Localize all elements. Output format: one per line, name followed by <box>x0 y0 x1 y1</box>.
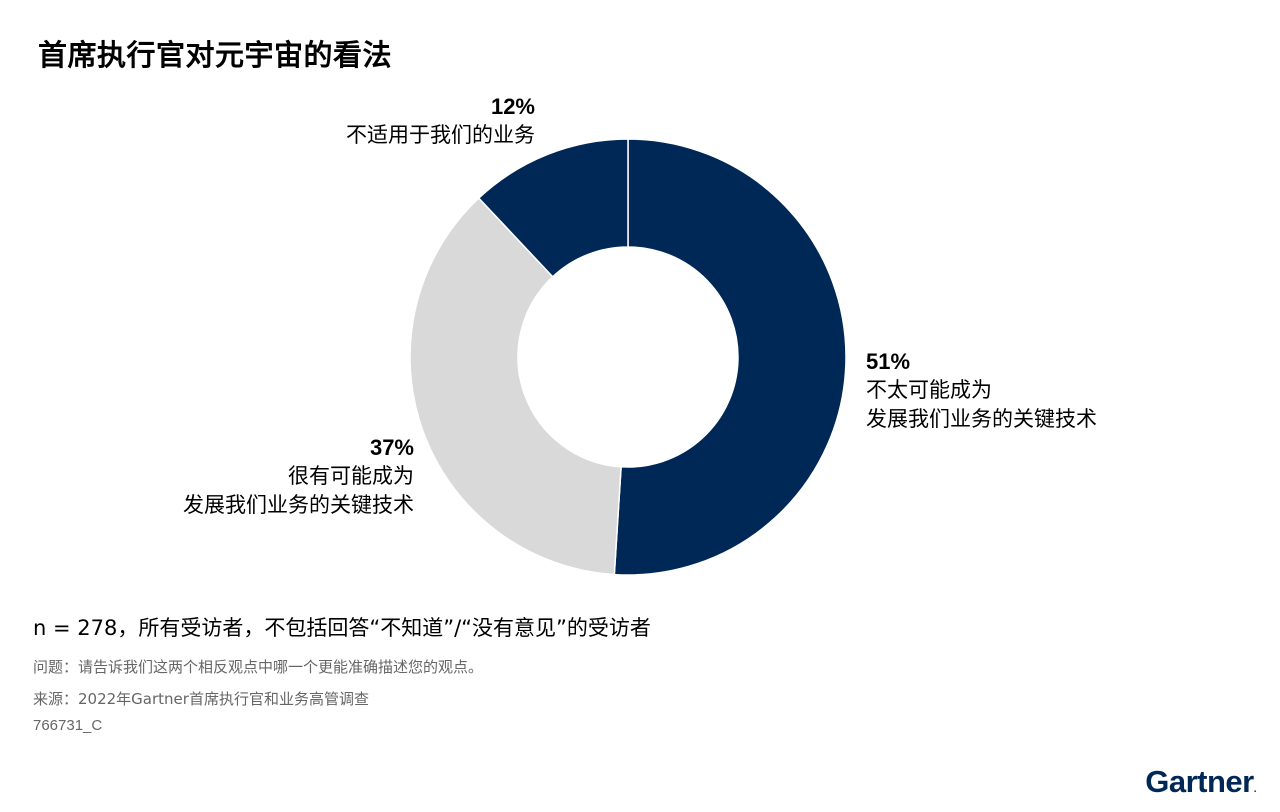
slice-text-51-line1: 不太可能成为 <box>866 378 992 402</box>
gartner-logo: Gartner. <box>1145 764 1256 800</box>
slice-percent-37: 37% <box>369 435 414 460</box>
source-note: 来源：2022年Gartner首席执行官和业务高管调查 <box>33 690 369 708</box>
survey-question-note: 问题：请告诉我们这两个相反观点中哪一个更能准确描述您的观点。 <box>33 658 484 676</box>
chart-title: 首席执行官对元宇宙的看法 <box>38 38 393 72</box>
sample-footnote: n = 278，所有受访者，不包括回答“不知道”/“没有意见”的受访者 <box>33 616 651 640</box>
slice-51 <box>613 138 847 576</box>
slice-12 <box>477 138 629 278</box>
logo-dot-icon: . <box>1253 784 1257 795</box>
slice-text-12-line1: 不适用于我们的业务 <box>346 123 535 147</box>
document-id: 766731_C <box>33 717 103 734</box>
logo-text: Gartner <box>1145 764 1254 799</box>
slice-label-51: 51% 不太可能成为 发展我们业务的关键技术 <box>866 347 1097 434</box>
slice-37 <box>409 197 622 576</box>
slice-label-37: 37% 很有可能成为 发展我们业务的关键技术 <box>183 433 414 520</box>
slice-text-37-line1: 很有可能成为 <box>288 464 414 488</box>
slice-text-51-line2: 发展我们业务的关键技术 <box>866 407 1097 431</box>
slice-text-37-line2: 发展我们业务的关键技术 <box>183 493 414 517</box>
slice-label-12: 12% 不适用于我们的业务 <box>346 92 535 150</box>
slice-percent-51: 51% <box>866 349 911 374</box>
slice-percent-12: 12% <box>490 94 535 119</box>
